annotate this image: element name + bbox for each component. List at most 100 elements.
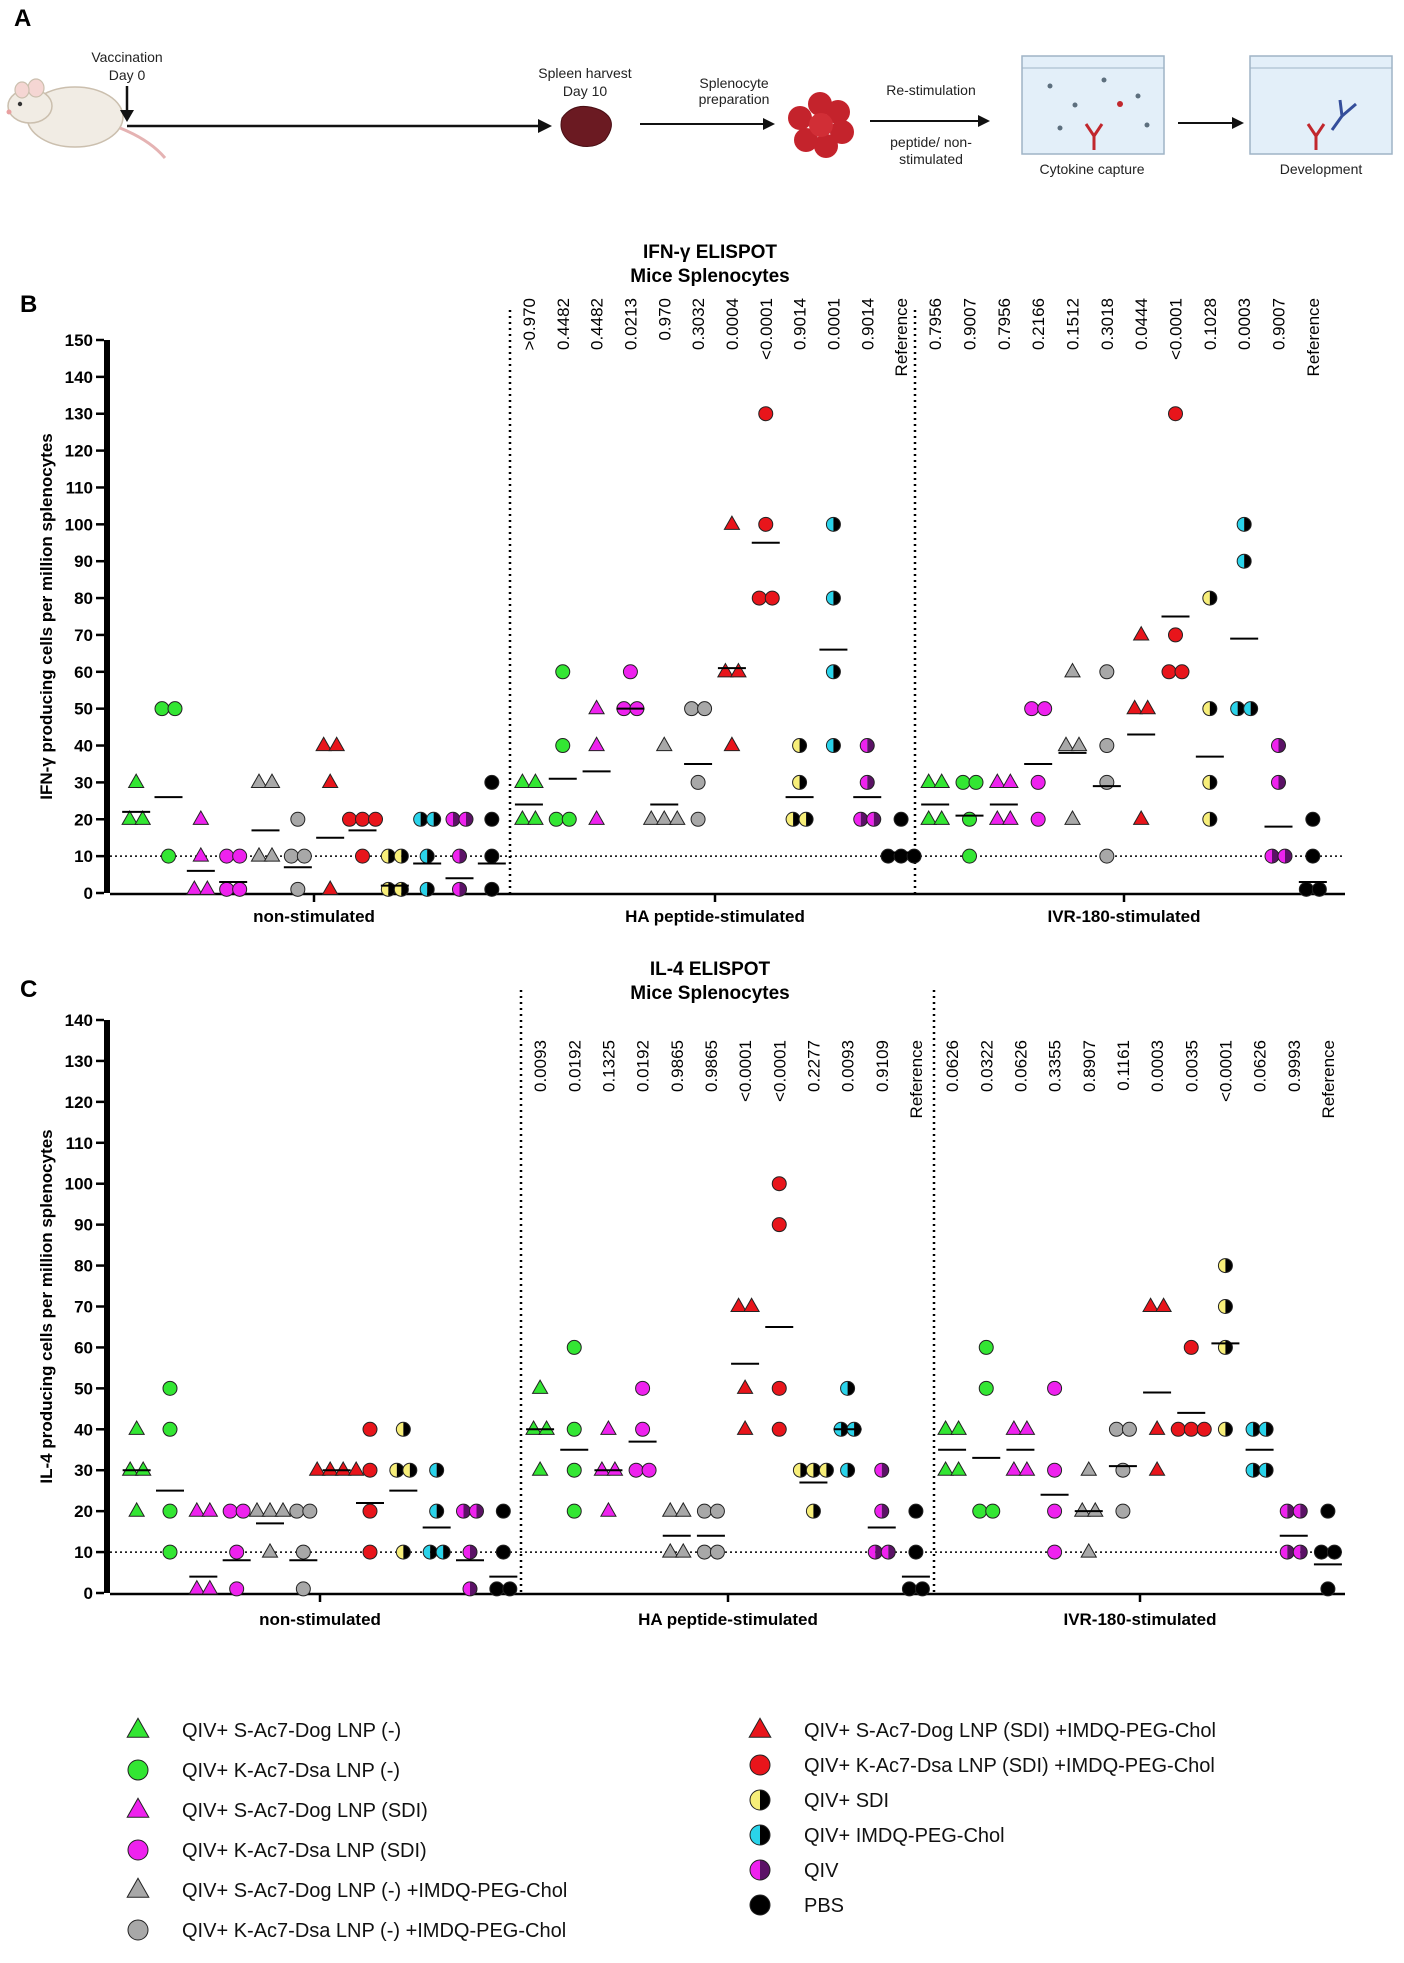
data-point: [188, 1579, 206, 1595]
legend-item: QIV+ S-Ac7-Dog LNP (SDI): [126, 1797, 428, 1822]
data-point: [985, 1503, 1001, 1519]
data-point: [1279, 1544, 1295, 1560]
data-point: [668, 810, 686, 825]
y-tick-label: 120: [65, 1093, 93, 1112]
data-point: [445, 811, 461, 827]
data-point: [606, 1460, 624, 1476]
p-value-label: 0.0192: [634, 1040, 653, 1092]
data-point: [1202, 590, 1218, 606]
series-group: [593, 1420, 624, 1517]
data-point: [161, 848, 176, 864]
p-value-label: 0.0093: [839, 1040, 858, 1092]
p-value-label: <0.0001: [736, 1040, 755, 1102]
data-point: [1115, 1503, 1131, 1519]
p-value-label: 0.0626: [1251, 1040, 1270, 1092]
data-point: [1037, 701, 1053, 717]
p-value-label: 0.0626: [943, 1040, 962, 1092]
legend-marker-icon: [126, 1877, 150, 1898]
legend-label: QIV+ S-Ac7-Dog LNP (SDI) +IMDQ-PEG-Chol: [804, 1720, 1216, 1742]
series-group: [548, 664, 577, 827]
data-point: [1217, 1421, 1233, 1437]
series-group: [289, 1503, 318, 1597]
data-point: [950, 1460, 968, 1476]
data-point: [484, 881, 500, 897]
series-group: [222, 1503, 251, 1597]
data-point: [1236, 516, 1252, 532]
data-point: [758, 406, 774, 422]
y-tick-label: 100: [65, 1175, 93, 1194]
splenocyte-cluster-icon: [788, 92, 854, 158]
data-point: [893, 811, 909, 827]
data-point: [709, 1503, 725, 1519]
data-point: [192, 846, 210, 862]
data-point: [1170, 1421, 1186, 1437]
p-value-label: 0.3032: [689, 298, 708, 350]
data-point: [798, 811, 814, 827]
data-point: [674, 1501, 692, 1517]
data-point: [1099, 774, 1115, 790]
p-value-label: <0.0001: [1216, 1040, 1235, 1102]
y-tick-label: 30: [74, 1461, 93, 1480]
data-point: [495, 1544, 511, 1560]
series-group: [955, 774, 984, 864]
y-tick-label: 140: [65, 1011, 93, 1030]
data-point: [250, 846, 268, 862]
data-point: [248, 1501, 266, 1517]
y-tick-label: 50: [74, 700, 93, 719]
p-value-label: 0.2166: [1029, 298, 1048, 350]
data-point: [1279, 1503, 1295, 1519]
p-value-label: 0.9007: [1270, 298, 1289, 350]
p-value-label: 0.0003: [1235, 298, 1254, 350]
data-point: [1080, 1460, 1098, 1476]
data-point: [263, 846, 281, 862]
data-point: [696, 1544, 712, 1560]
data-point: [1243, 701, 1259, 717]
p-value-label: 0.9865: [668, 1040, 687, 1092]
data-point: [362, 1544, 378, 1560]
y-tick-label: 150: [65, 331, 93, 350]
series-group: [283, 811, 312, 897]
y-tick-label: 120: [65, 442, 93, 461]
y-tick-label: 40: [74, 1420, 93, 1439]
data-point: [1264, 848, 1280, 864]
p-value-label: 0.3355: [1046, 1040, 1065, 1092]
data-point: [1047, 1462, 1063, 1478]
data-point: [588, 736, 606, 752]
series-group: [751, 406, 780, 606]
data-point: [188, 1501, 206, 1517]
series-group: [901, 1503, 930, 1597]
series-group: [628, 1380, 657, 1478]
data-point: [933, 773, 951, 788]
data-point: [962, 811, 977, 827]
series-group: [765, 1176, 794, 1437]
series-group: [1040, 1380, 1069, 1560]
chart-subtitle: Mice Splenocytes: [630, 983, 789, 1004]
p-value-label: 0.1325: [599, 1040, 618, 1092]
series-group: [1142, 1297, 1173, 1476]
p-value-label: 0.1512: [1064, 298, 1083, 350]
data-point: [758, 516, 774, 532]
data-point: [419, 881, 435, 897]
data-point: [134, 1460, 152, 1476]
data-point: [395, 1544, 411, 1560]
data-point: [566, 1462, 582, 1478]
legend-marker-icon: [749, 1894, 771, 1916]
data-point: [321, 773, 339, 788]
data-point: [1070, 736, 1088, 752]
data-point: [641, 1462, 657, 1478]
legend-marker-icon: [127, 1839, 149, 1861]
series-group: [716, 515, 747, 752]
data-point: [261, 1542, 279, 1558]
y-tick-label: 60: [74, 663, 93, 682]
data-point: [347, 1460, 365, 1476]
series-group: [156, 1380, 184, 1560]
data-point: [1292, 1503, 1308, 1519]
data-point: [435, 1544, 451, 1560]
data-point: [771, 1380, 787, 1396]
data-point: [1064, 662, 1081, 678]
data-point: [792, 738, 808, 754]
data-point: [1217, 1299, 1233, 1314]
series-group: [582, 699, 611, 825]
legend-marker-icon: [748, 1717, 772, 1738]
data-point: [933, 810, 951, 825]
